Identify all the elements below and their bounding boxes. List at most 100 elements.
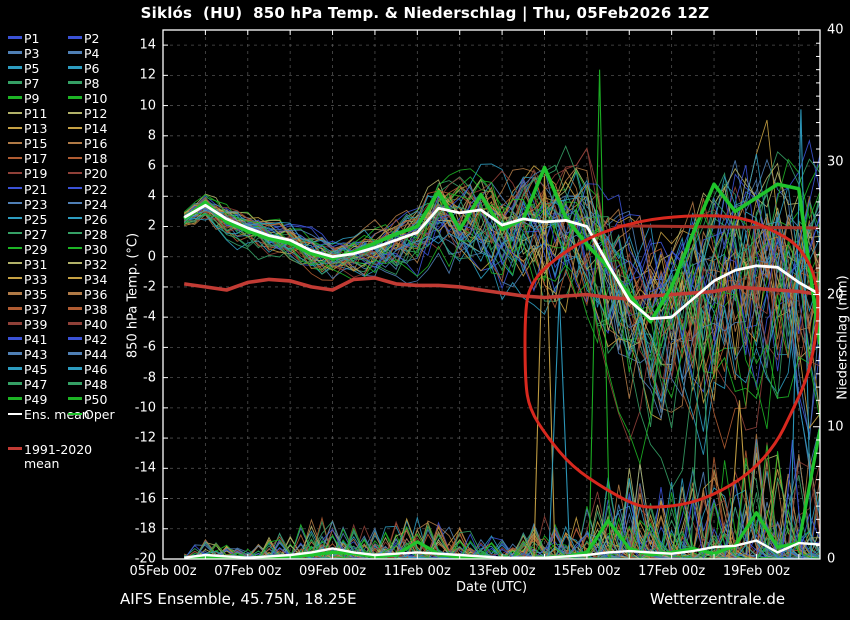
member-precip-outlier-spike bbox=[690, 307, 713, 559]
legend-swatch bbox=[8, 126, 22, 129]
legend-swatch bbox=[68, 246, 82, 250]
legend-swatch bbox=[68, 367, 82, 370]
legend-swatch bbox=[68, 397, 82, 400]
legend-member-P38: P38 bbox=[68, 301, 107, 317]
temp-tick-label: 12 bbox=[139, 67, 156, 83]
climate-mean-line bbox=[183, 276, 820, 301]
legend-member-P41: P41 bbox=[8, 331, 48, 347]
precip-tick-label: 30 bbox=[827, 154, 844, 170]
date-tick-label: 09Feb 00z bbox=[299, 564, 367, 579]
legend-member-P4: P4 bbox=[68, 45, 100, 61]
legend-label: P2 bbox=[84, 31, 100, 46]
legend-label: P47 bbox=[24, 377, 48, 393]
legend-member-P31: P31 bbox=[8, 256, 48, 272]
temp-tick-label: -6 bbox=[143, 339, 156, 355]
legend-member-P28: P28 bbox=[68, 226, 108, 242]
legend-label: P23 bbox=[24, 196, 48, 212]
legend-member-P34: P34 bbox=[68, 271, 107, 287]
temp-tick-label: -10 bbox=[134, 400, 156, 416]
legend-label: P22 bbox=[84, 181, 108, 197]
legend-member-P21: P21 bbox=[8, 181, 48, 197]
legend-label: P13 bbox=[24, 121, 48, 137]
precip-tick-label: 40 bbox=[827, 22, 844, 38]
legend-swatch bbox=[8, 201, 22, 205]
annotation-loop bbox=[523, 214, 820, 509]
legend-swatch bbox=[8, 51, 22, 54]
legend-swatch bbox=[68, 81, 82, 84]
legend-swatch bbox=[68, 96, 82, 99]
legend-label: P39 bbox=[24, 316, 48, 332]
ens-mean-temp-line bbox=[183, 203, 820, 321]
legend-swatch bbox=[8, 66, 22, 69]
legend-swatch bbox=[8, 111, 22, 114]
precip-tick-label: 10 bbox=[827, 419, 844, 435]
legend-member-P2: P2 bbox=[68, 30, 100, 46]
legend-label: P33 bbox=[24, 271, 48, 287]
legend-member-P22: P22 bbox=[68, 181, 108, 197]
legend-label: P41 bbox=[24, 332, 48, 347]
legend-member-P8: P8 bbox=[68, 75, 100, 91]
legend-swatch bbox=[68, 307, 82, 310]
legend-label: P12 bbox=[84, 106, 108, 122]
legend-swatch bbox=[68, 292, 82, 295]
legend-member-P20: P20 bbox=[68, 165, 107, 181]
temp-tick-label: -18 bbox=[134, 521, 156, 537]
legend-member-P13: P13 bbox=[8, 120, 48, 137]
date-tick-label: 05Feb 00z bbox=[129, 564, 197, 579]
legend-label: P42 bbox=[84, 332, 108, 347]
member-temp-line bbox=[184, 183, 820, 346]
legend-swatch bbox=[8, 156, 22, 160]
legend-swatch bbox=[8, 322, 22, 325]
legend-swatch bbox=[68, 262, 82, 265]
legend-swatch bbox=[68, 111, 82, 114]
legend-swatch bbox=[68, 412, 82, 415]
legend-label: P45 bbox=[24, 362, 48, 378]
legend-label: P44 bbox=[84, 347, 108, 363]
legend-member-P5: P5 bbox=[8, 60, 40, 77]
legend-swatch bbox=[68, 382, 82, 385]
member-precip-outlier-spike bbox=[588, 69, 611, 559]
legend-climate-mean: 1991-2020 bbox=[8, 441, 92, 457]
legend-swatch bbox=[68, 201, 82, 205]
temp-tick-label: 6 bbox=[147, 158, 156, 174]
legend-label: P25 bbox=[24, 211, 48, 227]
date-tick-label: 19Feb 00z bbox=[722, 564, 790, 579]
temp-tick-label: -2 bbox=[143, 279, 156, 295]
legend-label: P5 bbox=[24, 61, 40, 77]
legend-swatch bbox=[68, 66, 82, 69]
legend-label: P21 bbox=[24, 181, 48, 197]
legend-label: P16 bbox=[84, 136, 108, 152]
date-tick-label: 11Feb 00z bbox=[383, 564, 451, 579]
legend-label: P48 bbox=[84, 377, 108, 393]
legend-member-P18: P18 bbox=[68, 150, 107, 166]
legend-member-P24: P24 bbox=[68, 196, 108, 212]
legend-swatch bbox=[8, 171, 22, 175]
legend-member-P6: P6 bbox=[68, 60, 100, 76]
member-temp-line bbox=[184, 168, 820, 369]
legend-member-P32: P32 bbox=[68, 256, 107, 272]
legend-swatch bbox=[8, 246, 22, 250]
annotation-segment bbox=[616, 224, 818, 230]
legend-member-P45: P45 bbox=[8, 361, 48, 378]
legend-member-P19: P19 bbox=[8, 165, 47, 181]
legend-label: P24 bbox=[84, 196, 108, 212]
legend-member-P50: P50 bbox=[68, 391, 107, 407]
legend-member-P26: P26 bbox=[68, 211, 107, 227]
legend-label: P29 bbox=[24, 241, 48, 257]
temp-tick-label: -8 bbox=[143, 370, 156, 386]
legend-label: P43 bbox=[24, 347, 48, 363]
y-axis-label-precipitation: Niederschlag (mm) bbox=[835, 275, 850, 400]
legend-label: P28 bbox=[84, 226, 108, 242]
legend-swatch bbox=[8, 412, 22, 415]
legend-swatch bbox=[8, 262, 22, 265]
date-tick-label: 15Feb 00z bbox=[553, 564, 621, 579]
legend-label: P31 bbox=[24, 256, 48, 272]
legend-member-P43: P43 bbox=[8, 346, 48, 363]
legend-member-P39: P39 bbox=[8, 316, 48, 332]
legend-label: P17 bbox=[24, 151, 48, 167]
legend-label: P11 bbox=[24, 106, 48, 122]
legend-member-P36: P36 bbox=[68, 286, 107, 302]
legend-member-P27: P27 bbox=[8, 226, 47, 242]
legend-swatch bbox=[68, 171, 82, 175]
